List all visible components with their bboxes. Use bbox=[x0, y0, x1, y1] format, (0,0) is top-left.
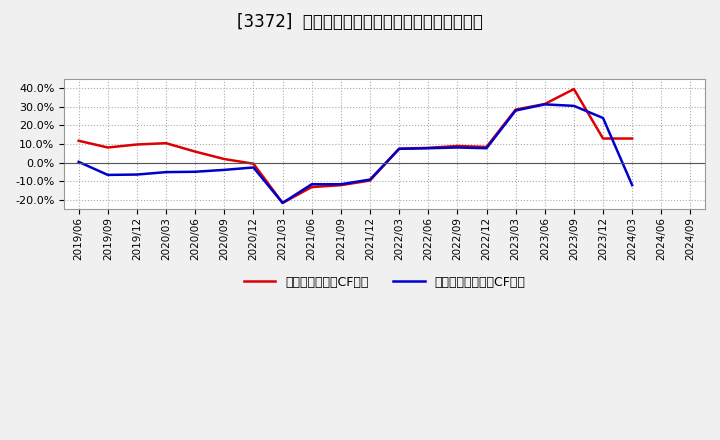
有利子負債フリーCF比率 bbox=[132, 172, 141, 177]
有利子負債営業CF比率 bbox=[104, 145, 112, 150]
有利子負債営業CF比率 bbox=[278, 200, 287, 205]
有利子負債営業CF比率 bbox=[628, 136, 636, 141]
有利子負債営業CF比率 bbox=[424, 145, 433, 150]
有利子負債フリーCF比率 bbox=[570, 103, 578, 109]
有利子負債営業CF比率 bbox=[191, 149, 199, 154]
有利子負債フリーCF比率 bbox=[424, 146, 433, 151]
有利子負債営業CF比率 bbox=[307, 184, 316, 190]
Line: 有利子負債営業CF比率: 有利子負債営業CF比率 bbox=[78, 89, 632, 203]
有利子負債フリーCF比率 bbox=[104, 172, 112, 178]
有利子負債営業CF比率 bbox=[511, 107, 520, 112]
有利子負債営業CF比率 bbox=[570, 86, 578, 92]
有利子負債フリーCF比率 bbox=[599, 115, 608, 121]
有利子負債フリーCF比率 bbox=[191, 169, 199, 174]
有利子負債フリーCF比率 bbox=[453, 145, 462, 150]
Legend: 有利子負債営業CF比率, 有利子負債フリーCF比率: 有利子負債営業CF比率, 有利子負債フリーCF比率 bbox=[238, 271, 531, 293]
有利子負債フリーCF比率 bbox=[366, 177, 374, 182]
有利子負債営業CF比率 bbox=[599, 136, 608, 141]
有利子負債営業CF比率 bbox=[249, 161, 258, 166]
有利子負債フリーCF比率 bbox=[541, 102, 549, 107]
有利子負債営業CF比率 bbox=[162, 140, 171, 146]
有利子負債フリーCF比率 bbox=[74, 159, 83, 165]
有利子負債営業CF比率 bbox=[453, 143, 462, 149]
有利子負債営業CF比率 bbox=[482, 144, 491, 150]
有利子負債営業CF比率 bbox=[132, 142, 141, 147]
有利子負債フリーCF比率 bbox=[307, 182, 316, 187]
有利子負債フリーCF比率 bbox=[482, 146, 491, 151]
有利子負債フリーCF比率 bbox=[278, 200, 287, 205]
有利子負債フリーCF比率 bbox=[162, 169, 171, 175]
有利子負債フリーCF比率 bbox=[220, 167, 229, 172]
有利子負債フリーCF比率 bbox=[511, 108, 520, 113]
有利子負債営業CF比率 bbox=[541, 101, 549, 106]
有利子負債営業CF比率 bbox=[74, 138, 83, 143]
有利子負債フリーCF比率 bbox=[336, 182, 345, 187]
有利子負債フリーCF比率 bbox=[249, 165, 258, 170]
有利子負債営業CF比率 bbox=[395, 146, 403, 151]
Line: 有利子負債フリーCF比率: 有利子負債フリーCF比率 bbox=[78, 104, 632, 203]
有利子負債フリーCF比率 bbox=[628, 183, 636, 188]
有利子負債フリーCF比率 bbox=[395, 146, 403, 151]
Text: [3372]  有利子負債キャッシュフロー比率の推移: [3372] 有利子負債キャッシュフロー比率の推移 bbox=[237, 13, 483, 31]
有利子負債営業CF比率 bbox=[220, 156, 229, 161]
有利子負債営業CF比率 bbox=[366, 178, 374, 183]
有利子負債営業CF比率 bbox=[336, 183, 345, 188]
